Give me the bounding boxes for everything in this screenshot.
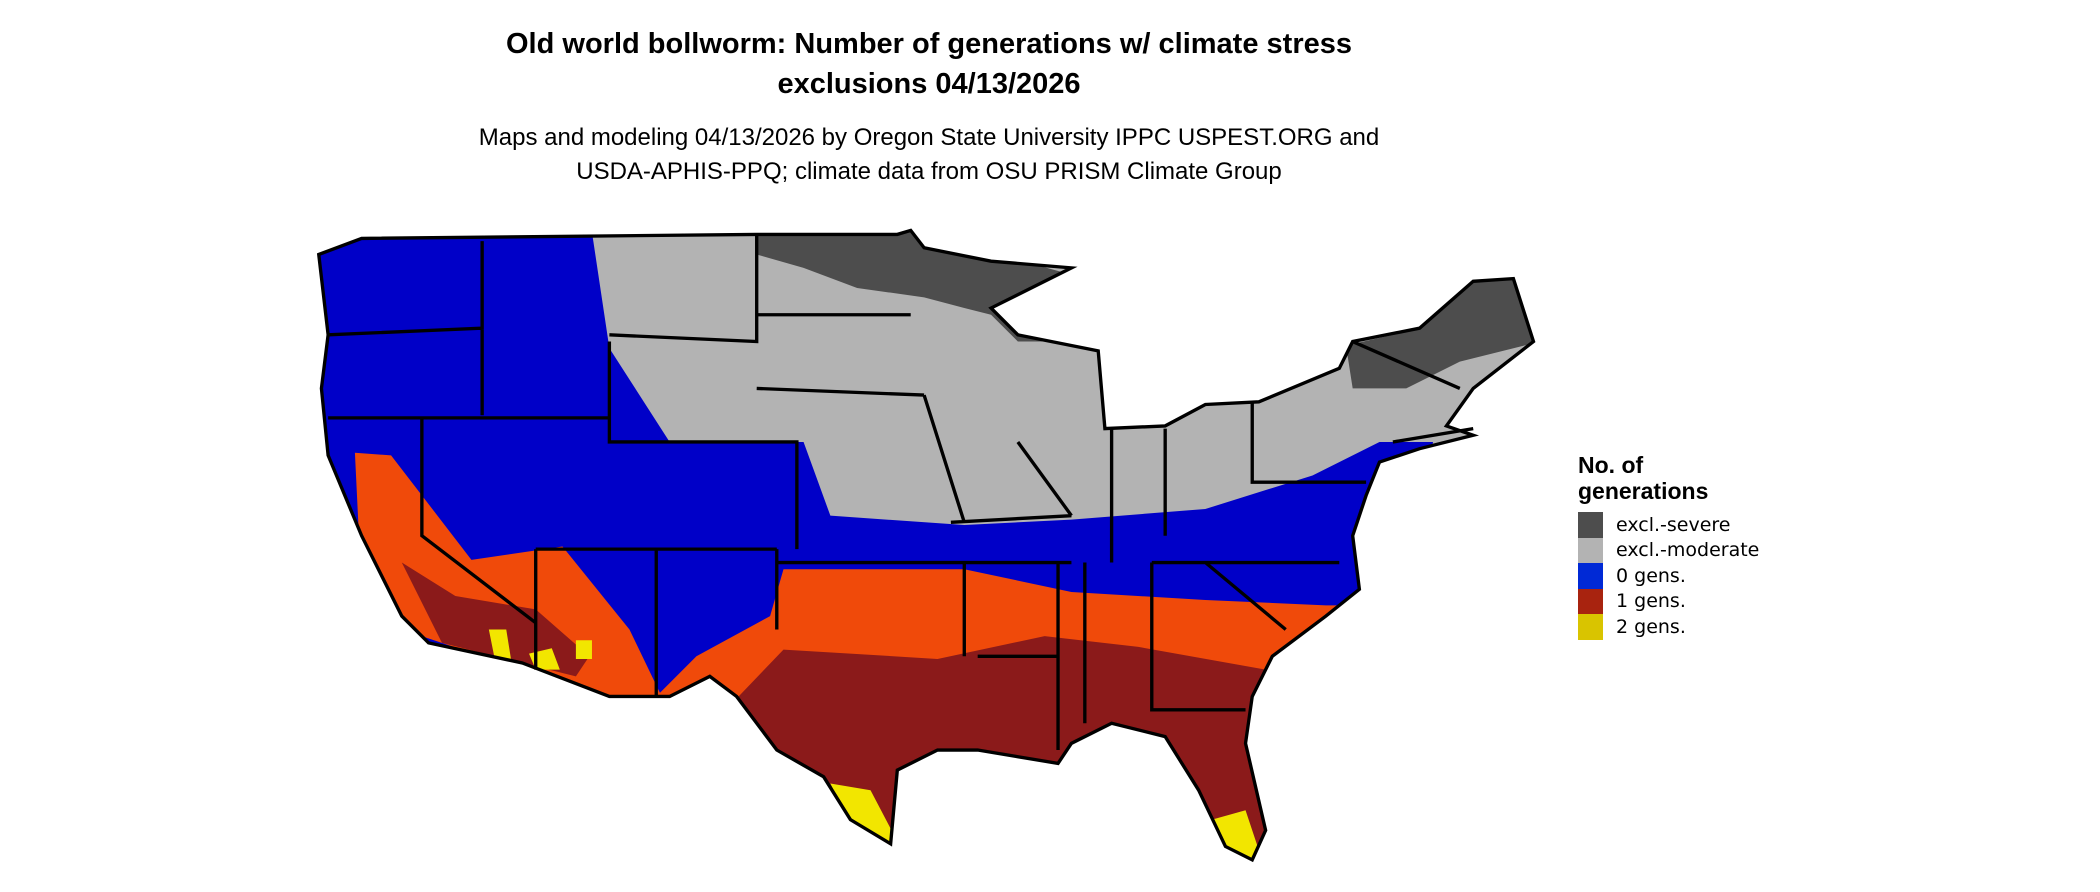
legend-item-excl-severe: excl.-severe (1578, 512, 1759, 538)
map-title-line1: Old world bollworm: Number of generation… (506, 28, 1352, 60)
legend-item-excl-moderate: excl.-moderate (1578, 537, 1760, 563)
legend-title: No. of generations (1578, 452, 1759, 504)
legend-item-2-gens: 2 gens. (1578, 614, 1759, 640)
region-2-gens (488, 629, 1266, 860)
legend-label: excl.-moderate (1616, 539, 1760, 562)
legend-label: 0 gens. (1616, 564, 1686, 587)
map-fill (318, 230, 1534, 860)
legend-item-1-gens: 1 gens. (1578, 588, 1759, 614)
legend-swatch (1578, 563, 1603, 589)
legend-swatch (1578, 614, 1603, 640)
legend-swatch (1578, 588, 1603, 614)
map-title-line2: exclusions 04/13/2026 (777, 68, 1081, 100)
map-subtitle-line1: Maps and modeling 04/13/2026 by Oregon S… (478, 124, 1380, 151)
legend-swatch (1578, 537, 1603, 563)
legend: No. of generations excl.-severe excl.-mo… (1578, 452, 1759, 640)
legend-title-line2: generations (1578, 478, 1709, 504)
legend-label: 1 gens. (1616, 590, 1686, 613)
state-borders (317, 228, 1536, 862)
map-subtitle-line2: USDA-APHIS-PPQ; climate data from OSU PR… (576, 158, 1282, 185)
legend-title-line1: No. of (1578, 452, 1644, 478)
legend-label: excl.-severe (1616, 513, 1731, 536)
legend-label: 2 gens. (1616, 615, 1686, 638)
legend-item-0-gens: 0 gens. (1578, 563, 1759, 589)
legend-swatch (1578, 512, 1603, 538)
